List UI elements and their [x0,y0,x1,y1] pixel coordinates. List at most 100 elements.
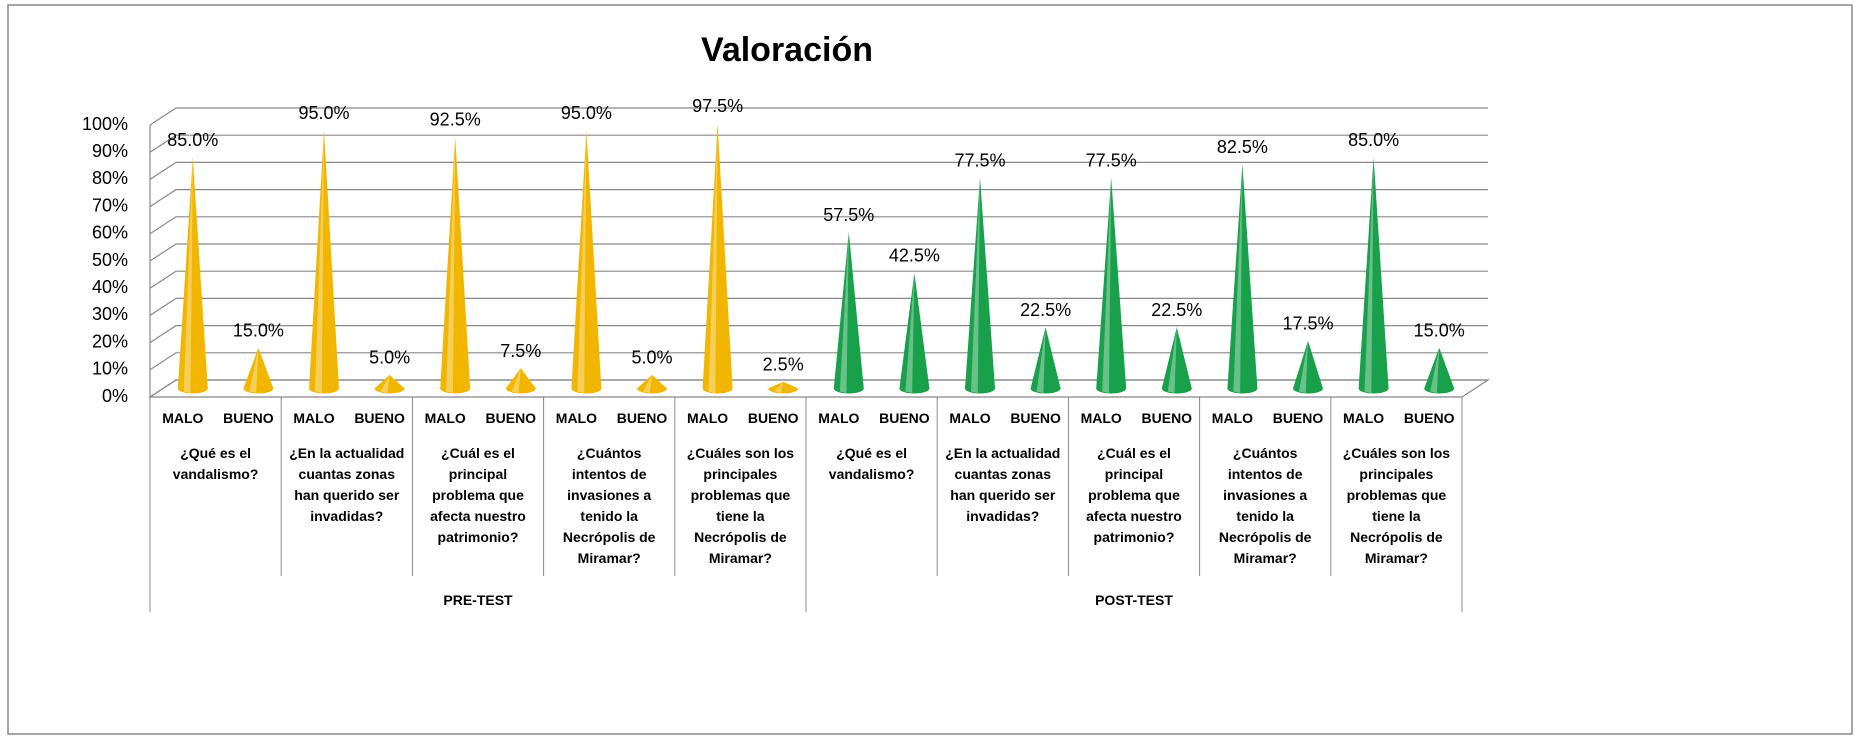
cone-highlight [1167,327,1177,393]
question-label: ¿Cuál es el principal problema que afect… [430,445,526,545]
cone-highlight [315,130,324,393]
cone-highlight [643,374,652,393]
x-tick-label: BUENO [1272,410,1324,426]
cone [571,130,602,394]
y-tick-label: 20% [92,331,128,351]
cone [1161,327,1192,394]
grid-line [149,107,1488,126]
cone-highlight [446,136,456,393]
value-label: 42.5% [889,246,940,266]
question-label: ¿Cuántos intentos de invasiones a tenido… [1218,445,1312,566]
y-tick-label: 50% [92,250,128,270]
question-label: ¿Qué es el vandalismo? [172,445,259,482]
value-label: 2.5% [763,354,804,374]
value-label: 77.5% [1086,150,1137,170]
cone [965,177,995,394]
value-label: 92.5% [430,110,481,130]
cone-highlight [380,374,390,393]
cone [1227,164,1258,394]
x-tick-label: BUENO [879,410,930,426]
question-label: ¿En la actualidad cuantas zonas han quer… [945,445,1061,524]
x-tick-label: MALO [555,410,597,426]
cone [440,136,471,394]
cone-highlight [1233,164,1243,393]
cone-highlight [708,123,718,394]
question-label: ¿Cuántos intentos de invasiones a tenido… [562,445,656,566]
y-tick-label: 100% [82,114,128,134]
y-tick-label: 90% [92,141,128,161]
cone [833,232,864,394]
value-label: 15.0% [1414,320,1465,340]
x-tick-label: BUENO [1010,410,1061,426]
value-label: 22.5% [1020,300,1071,320]
cone-highlight [183,157,193,393]
value-label: 97.5% [692,96,743,116]
chart-title: Valoración [701,31,873,69]
cone [309,130,339,394]
cone-highlight [774,381,784,393]
grid-line [149,325,1488,344]
question-label: ¿Cuáles son los principales problemas qu… [686,445,795,566]
floor [147,379,1491,398]
cone-highlight [511,368,521,393]
x-tick-label: BUENO [1141,410,1193,426]
x-tick-label: MALO [686,410,729,426]
value-label: 17.5% [1282,314,1333,334]
grid-line [149,161,1488,180]
value-label: 5.0% [631,348,672,368]
grid-line [149,270,1488,289]
y-tick-label: 0% [102,386,128,406]
x-tick-label: MALO [1211,410,1253,426]
value-label: 7.5% [500,341,541,361]
x-tick-label: BUENO [747,410,799,426]
cone-highlight [1364,157,1374,393]
grid-line [149,134,1488,153]
y-tick-label: 40% [92,277,128,297]
cone-highlight [971,177,980,393]
value-label: 85.0% [1348,130,1399,150]
cone-highlight [1102,177,1112,393]
value-label: 85.0% [167,130,218,150]
cone-highlight [905,272,915,393]
cone-highlight [1299,340,1308,393]
group-label: PRE-TEST [443,592,513,608]
value-label: 57.5% [823,205,874,225]
value-label: 82.5% [1217,137,1268,157]
cone [768,381,799,394]
y-tick-label: 10% [92,359,128,379]
x-tick-label: MALO [818,410,860,426]
question-label: ¿Qué es el vandalismo? [828,445,915,482]
grid-line [149,297,1488,316]
y-tick-label: 30% [92,304,128,324]
cone [1096,177,1127,394]
cone [702,123,733,394]
value-label: 95.0% [298,103,349,123]
x-tick-label: MALO [1080,410,1122,426]
cone [637,374,667,394]
y-tick-label: 70% [92,195,128,215]
cone [1424,347,1455,394]
x-tick-label: MALO [1342,410,1385,426]
y-tick-label: 60% [92,223,128,243]
cone [177,157,208,394]
cone [1293,340,1323,394]
value-label: 5.0% [369,348,410,368]
x-tick-label: MALO [293,410,335,426]
cone [1358,157,1389,394]
question-label: ¿Cuáles son los principales problemas qu… [1342,445,1451,566]
y-tick-label: 80% [92,168,128,188]
cone-highlight [1036,327,1046,393]
value-label: 15.0% [233,320,284,340]
x-tick-label: BUENO [354,410,405,426]
question-label: ¿Cuál es el principal problema que afect… [1086,445,1182,545]
cone-highlight [577,130,587,393]
cone-highlight [1430,347,1440,393]
cone [374,374,405,394]
value-label: 95.0% [561,103,612,123]
cone [243,347,274,394]
value-label: 22.5% [1151,300,1202,320]
x-tick-label: BUENO [616,410,668,426]
x-tick-label: BUENO [1403,410,1455,426]
